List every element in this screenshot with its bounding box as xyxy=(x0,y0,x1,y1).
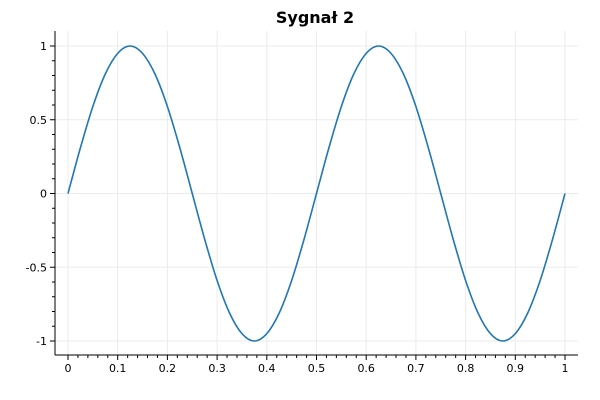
y-tick-label: 1 xyxy=(40,40,47,53)
x-tick-label: 0.7 xyxy=(407,362,425,375)
x-tick-label: 0 xyxy=(65,362,72,375)
x-tick-label: 0.4 xyxy=(258,362,276,375)
x-tick-label: 0.2 xyxy=(159,362,177,375)
series-line xyxy=(67,45,566,342)
x-tick-label: 0.9 xyxy=(507,362,525,375)
x-tick-label: 0.3 xyxy=(208,362,226,375)
y-tick-label: -0.5 xyxy=(26,261,47,274)
y-tick-label: 0.5 xyxy=(30,114,48,127)
x-tick-label: 1 xyxy=(562,362,569,375)
x-tick-label: 0.6 xyxy=(357,362,375,375)
x-tick-label: 0.8 xyxy=(457,362,475,375)
y-tick-label: -1 xyxy=(36,335,47,348)
x-tick-label: 0.1 xyxy=(109,362,127,375)
y-tick-label: 0 xyxy=(40,188,47,201)
x-tick-label: 0.5 xyxy=(308,362,326,375)
chart-title: Sygnał 2 xyxy=(275,8,355,27)
